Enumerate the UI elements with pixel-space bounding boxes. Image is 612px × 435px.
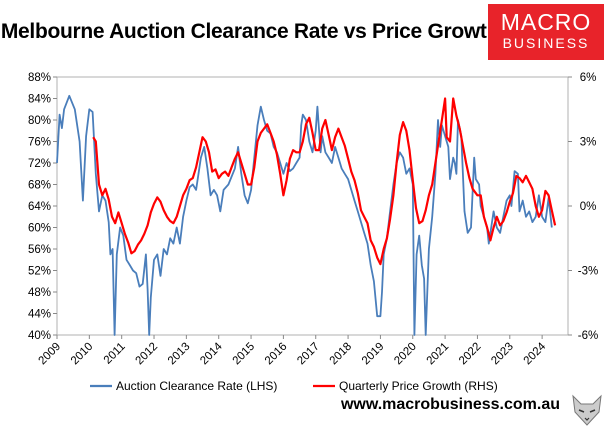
- right-tick-label: -3%: [578, 266, 598, 278]
- right-tick-label: -6%: [578, 330, 598, 342]
- x-tick-label: 2017: [295, 341, 322, 368]
- clearance-rate-line: [56, 94, 553, 336]
- x-tick-label: 2010: [69, 341, 96, 368]
- x-axis: 2009 2010 2011 2012 2013 2014 2015 2016 2017 2018…: [37, 335, 549, 367]
- x-tick-label: 2024: [522, 340, 549, 367]
- x-tick-label: 2009: [37, 341, 64, 368]
- x-tick-label: 2021: [425, 341, 452, 368]
- left-tick-label: 44%: [28, 309, 51, 321]
- legend-label-growth: Quarterly Price Growth (RHS): [339, 379, 498, 393]
- left-tick-label: 80%: [28, 115, 51, 127]
- x-tick-label: 2022: [457, 341, 484, 368]
- price-growth-line: [92, 97, 557, 266]
- left-tick-label: 40%: [28, 330, 51, 342]
- macrobusiness-logo: MACRO BUSINESS: [488, 4, 604, 60]
- right-axis: 6% 3% 0% -3% -6%: [568, 72, 598, 342]
- left-tick-label: 56%: [28, 244, 51, 256]
- x-tick-label: 2013: [166, 341, 193, 368]
- x-tick-label: 2020: [392, 341, 419, 368]
- website-footer: www.macrobusiness.com.au: [340, 396, 560, 413]
- plot-border: [56, 76, 569, 336]
- right-tick-label: 3%: [580, 137, 597, 149]
- x-tick-label: 2012: [134, 341, 161, 368]
- legend-label-clearance: Auction Clearance Rate (LHS): [116, 379, 277, 393]
- x-tick-label: 2014: [198, 340, 225, 367]
- left-tick-label: 60%: [28, 223, 51, 235]
- series-lines: [56, 94, 557, 336]
- left-axis: 88% 84% 80% 76% 72% 68% 64% 60% 56% 52% 48% 44% 40%: [28, 72, 57, 342]
- fox-mascot-icon: [572, 394, 602, 426]
- legend: Auction Clearance Rate (LHS) Quarterly Pr…: [90, 379, 498, 393]
- right-tick-label: 6%: [580, 72, 597, 84]
- left-tick-label: 52%: [28, 266, 51, 278]
- x-tick-label: 2018: [328, 341, 355, 368]
- x-tick-label: 2016: [263, 341, 290, 368]
- plot-area: [56, 76, 569, 336]
- x-tick-label: 2011: [102, 341, 128, 367]
- logo-line-1: MACRO: [500, 9, 592, 35]
- logo-line-2: BUSINESS: [502, 35, 590, 51]
- x-tick-label: 2023: [489, 341, 516, 368]
- right-tick-label: 0%: [580, 201, 597, 213]
- left-tick-label: 72%: [28, 158, 51, 170]
- left-tick-label: 48%: [28, 287, 51, 299]
- left-tick-label: 84%: [28, 94, 51, 106]
- left-tick-label: 76%: [28, 137, 51, 149]
- x-tick-label: 2015: [231, 341, 258, 368]
- left-tick-label: 68%: [28, 180, 51, 192]
- left-tick-label: 88%: [28, 72, 51, 84]
- chart-title: Melbourne Auction Clearance Rate vs Pric…: [0, 20, 500, 43]
- left-tick-label: 64%: [28, 201, 51, 213]
- x-tick-label: 2019: [360, 341, 387, 368]
